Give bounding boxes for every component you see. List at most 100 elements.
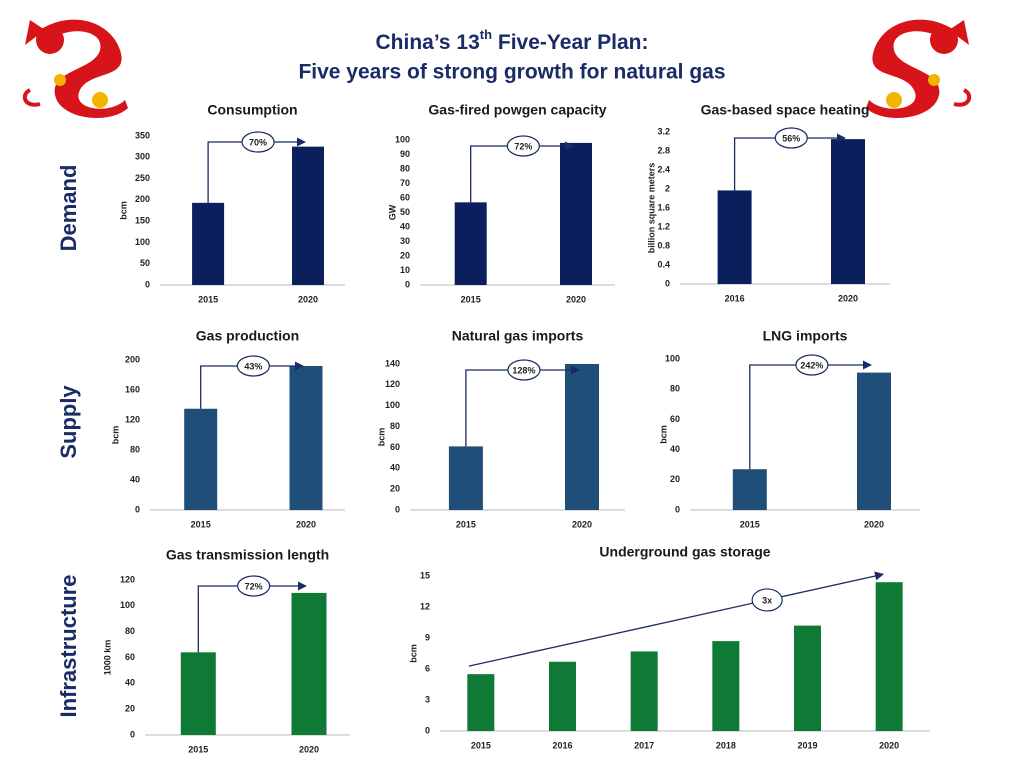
bar [712,641,740,731]
y-tick-label: 60 [125,652,135,662]
y-tick-label: 0 [665,278,670,288]
y-tick-label: 60 [670,414,680,424]
y-tick-label: 120 [120,574,135,584]
y-tick-label: 80 [670,384,680,394]
growth-arrow [465,365,580,447]
chart: Natural gas imports bcm 0 20 40 60 80 100 120 140… [376,328,625,529]
y-axis-label: billion square meters [646,163,656,254]
y-tick-label: 60 [390,442,400,452]
y-tick-label: 350 [135,130,150,140]
growth-badge [774,127,808,149]
x-tick-label: 2015 [198,294,218,304]
growth-label: 72% [514,141,532,151]
x-tick-label: 2020 [296,519,316,529]
growth-label: 70% [249,137,267,147]
bar [831,139,865,284]
bar [717,190,752,284]
x-tick-label: 2018 [716,740,736,750]
y-tick-label: 2.8 [657,145,670,155]
growth-label: 72% [245,581,263,591]
y-tick-label: 1.6 [657,202,670,212]
bar [291,592,327,735]
y-tick-label: 0 [675,504,680,514]
x-tick-label: 2015 [188,744,208,754]
x-tick-label: 2015 [456,519,476,529]
y-tick-label: 40 [390,463,400,473]
y-tick-label: 100 [665,353,680,363]
chart: Gas transmission length 1000 km 0 20 40 60 80 1… [102,547,350,754]
bar [732,469,767,510]
growth-arrow [468,571,885,667]
y-axis-label: bcm [408,644,418,663]
bar [192,202,225,285]
chart: Underground gas storage bcm 0 3 6 9 12 15 2015 20… [408,544,930,750]
chart: Consumption bcm 0 50 100 150 200 250 300 350 2015 2… [118,102,345,304]
y-tick-label: 12 [420,601,430,611]
y-tick-label: 80 [125,626,135,636]
y-tick-label: 0 [405,279,410,289]
y-tick-label: 0.8 [657,240,670,250]
y-tick-label: 200 [125,354,140,364]
growth-label: 3x [762,595,772,605]
bar [794,625,821,731]
x-tick-label: 2016 [552,740,572,750]
bar [184,408,218,510]
y-tick-label: 0 [425,725,430,735]
y-tick-label: 1.2 [657,221,670,231]
row-label: Supply [56,385,81,459]
growth-badge [795,354,829,376]
chart: LNG imports bcm 0 20 40 60 80 100 2015 2020 242% [658,328,920,529]
y-tick-label: 50 [140,258,150,268]
title-sup: th [480,27,492,42]
y-tick-label: 80 [130,444,140,454]
y-tick-label: 0 [135,504,140,514]
y-tick-label: 20 [670,474,680,484]
growth-label: 56% [782,133,800,143]
chart-title: Gas transmission length [166,547,329,563]
y-tick-label: 15 [420,570,430,580]
growth-label: 242% [800,360,823,370]
chart-title: Gas production [196,328,299,344]
y-tick-label: 30 [400,236,410,246]
growth-badge [507,359,541,381]
x-tick-label: 2020 [572,519,592,529]
row-label: Demand [56,165,81,252]
bar [289,366,323,510]
growth-badge [236,355,270,377]
chart-title: Natural gas imports [452,328,584,344]
x-tick-label: 2015 [471,740,491,750]
bar [467,674,495,731]
y-tick-label: 140 [385,358,400,368]
title-text: China’s 13 [376,31,480,54]
x-tick-label: 2015 [191,519,211,529]
y-tick-label: 2 [665,183,670,193]
y-axis-label: 1000 km [102,640,112,676]
bar [565,364,599,510]
y-axis-label: bcm [110,426,120,445]
y-axis-label: bcm [118,201,128,220]
y-tick-label: 40 [670,444,680,454]
y-tick-label: 40 [125,678,135,688]
x-tick-label: 2017 [634,740,654,750]
y-tick-label: 120 [125,414,140,424]
y-tick-label: 40 [130,474,140,484]
bar [454,202,487,285]
y-tick-label: 3 [425,694,430,704]
y-tick-label: 3.2 [657,126,670,136]
y-axis-label: GW [387,204,397,220]
growth-badge [237,575,271,597]
y-tick-label: 2.4 [657,164,670,174]
chart-title: Consumption [207,102,297,118]
title-text: Five-Year Plan: [492,31,648,54]
bar [180,652,216,735]
chart: Gas-based space heating billion square me… [646,102,890,303]
y-tick-label: 70 [400,178,410,188]
bar [857,372,891,510]
y-tick-label: 20 [125,704,135,714]
y-tick-label: 100 [385,400,400,410]
dragon-icon [866,19,972,118]
y-tick-label: 9 [425,632,430,642]
growth-label: 128% [512,365,535,375]
bar [549,661,576,731]
bar [448,446,483,510]
